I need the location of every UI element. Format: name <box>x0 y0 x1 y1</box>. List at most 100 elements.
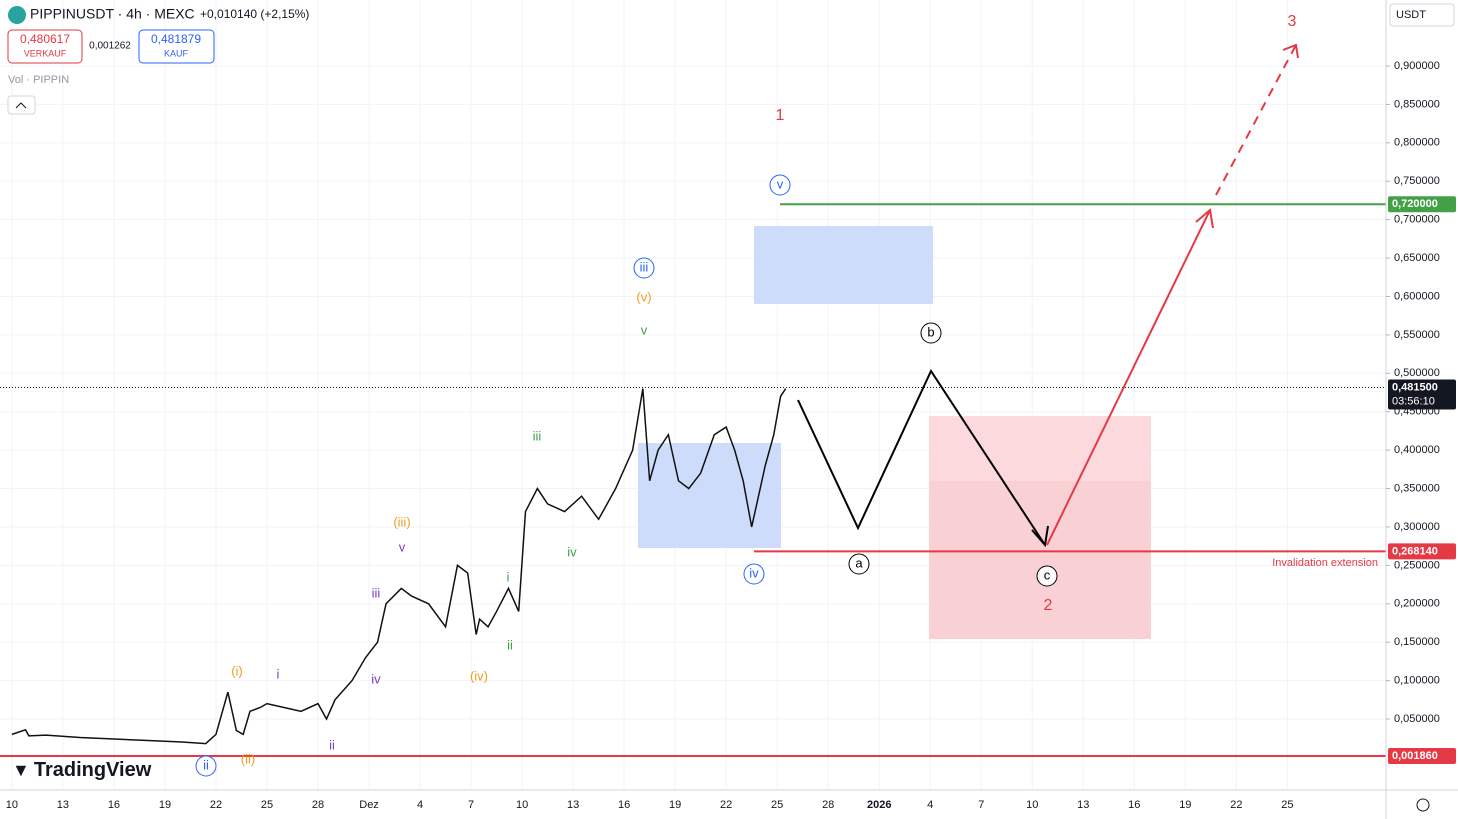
y-tick-label: 0,400000 <box>1394 444 1440 456</box>
wave-label: v <box>399 539 406 554</box>
x-tick-label: 16 <box>1128 799 1140 811</box>
symbol-icon <box>8 6 26 24</box>
x-tick-label: 25 <box>771 799 783 811</box>
y-tick-label: 0,050000 <box>1394 713 1440 725</box>
x-tick-label: 22 <box>720 799 732 811</box>
level-tag-label: 0,001860 <box>1392 750 1438 762</box>
collapse-button[interactable] <box>7 95 36 115</box>
wave-label: (iv) <box>470 668 488 683</box>
x-tick-label: 2026 <box>867 799 891 811</box>
x-tick-label: 25 <box>1281 799 1293 811</box>
wave-label: a <box>855 555 863 570</box>
currency-select[interactable] <box>1389 3 1455 27</box>
price-tags: 0,720000 0,268140 0,001860 0,481500 03:56:10 <box>1388 196 1456 764</box>
wave-label: (v) <box>636 289 651 304</box>
y-tick-label: 0,500000 <box>1394 367 1440 379</box>
symbol-title: PIPPINUSDT · 4h · MEXC <box>30 6 195 22</box>
x-tick-label: Dez <box>359 799 379 811</box>
x-tick-label: 7 <box>468 799 474 811</box>
wave-label: iv <box>567 544 577 559</box>
wave-label: (iii) <box>393 514 410 529</box>
wave-circle <box>769 174 791 196</box>
buy-label[interactable]: KAUF <box>164 48 189 58</box>
wave-circle <box>743 563 765 585</box>
wave-circle <box>1036 565 1058 587</box>
wave-circle <box>920 322 942 344</box>
y-tick-label: 0,800000 <box>1394 137 1440 149</box>
x-tick-label: 22 <box>210 799 222 811</box>
x-tick-label: 16 <box>618 799 630 811</box>
y-tick-label: 0,900000 <box>1394 60 1440 72</box>
zone <box>638 443 781 548</box>
arrow-head <box>1031 525 1049 548</box>
x-tick-label: 16 <box>108 799 120 811</box>
wave-label: (ii) <box>241 751 255 766</box>
projection <box>797 368 1046 546</box>
level-tag-label: 0,720000 <box>1392 198 1438 210</box>
y-tick-label: 0,750000 <box>1394 175 1440 187</box>
sell-button[interactable] <box>7 29 83 64</box>
wave-label: ii <box>507 637 513 652</box>
x-tick-label: 28 <box>822 799 834 811</box>
brand-text: TradingView <box>34 759 152 781</box>
wave-circle <box>195 755 217 777</box>
level-tag <box>1388 196 1456 213</box>
currency[interactable]: USDT <box>1396 9 1426 21</box>
x-tick-label: 10 <box>516 799 528 811</box>
y-tick-label: 0,650000 <box>1394 252 1440 264</box>
wave-label: i <box>507 569 510 584</box>
grid <box>0 0 1386 790</box>
sell-label[interactable]: VERKAUF <box>24 48 67 58</box>
buy-button[interactable] <box>138 29 215 64</box>
x-tick-label: 7 <box>978 799 984 811</box>
x-tick-label: 13 <box>567 799 579 811</box>
wave-label: iii <box>372 585 381 600</box>
x-tick-label: 10 <box>6 799 18 811</box>
countdown: 03:56:10 <box>1392 395 1435 407</box>
axes: 10 13 16 19 22 25 28 Dez 4 7 10 13 16 19 22 25 28 2026 4 7 1… <box>6 60 1440 811</box>
brand: ▼ TradingView <box>12 759 152 781</box>
wave-circle <box>633 257 655 279</box>
x-tick-label: 25 <box>261 799 273 811</box>
y-tick-label: 0,100000 <box>1394 675 1440 687</box>
wave-label: iv <box>749 565 759 580</box>
y-tick-label: 0,300000 <box>1394 521 1440 533</box>
x-tick-label: 19 <box>1179 799 1191 811</box>
y-tick-label: 0,250000 <box>1394 559 1440 571</box>
y-tick-label: 0,150000 <box>1394 636 1440 648</box>
arrow-head <box>1282 43 1299 59</box>
projection <box>1046 209 1211 546</box>
zone <box>754 226 933 304</box>
x-tick-label: 13 <box>1077 799 1089 811</box>
wave-label: 1 <box>776 107 785 124</box>
price-line <box>11 388 787 745</box>
plot <box>11 388 787 745</box>
change: +0,010140 (+2,15%) <box>200 7 309 21</box>
y-tick-label: 0,350000 <box>1394 482 1440 494</box>
sell-price[interactable]: 0,480617 <box>20 32 70 46</box>
wave-circle <box>848 553 870 575</box>
last-price-label: 0,481500 <box>1392 381 1438 393</box>
y-tick-label: 0,700000 <box>1394 214 1440 226</box>
annotation: Invalidation extension <box>1272 557 1378 569</box>
level-tag <box>1388 747 1456 764</box>
x-tick-label: 28 <box>312 799 324 811</box>
x-tick-label: 22 <box>1230 799 1242 811</box>
x-tick-label: 13 <box>57 799 69 811</box>
wave-label: iii <box>640 259 649 274</box>
buy-price[interactable]: 0,481879 <box>151 32 201 46</box>
wave-label: 2 <box>1044 597 1053 614</box>
volume-label: Vol · PIPPIN <box>8 74 69 86</box>
wave-labels: 1 v iii (v) v iii (iii) v iv i iii ii (i… <box>195 13 1297 777</box>
x-tick-label: 19 <box>669 799 681 811</box>
wave-label: (i) <box>231 663 243 678</box>
x-tick-label: 10 <box>1026 799 1038 811</box>
settings-icon[interactable] <box>1416 798 1430 812</box>
y-tick-label: 0,600000 <box>1394 290 1440 302</box>
wave-label: v <box>777 176 784 191</box>
zone <box>929 481 1151 639</box>
arrow-head <box>1195 208 1214 229</box>
chevron[interactable] <box>15 102 27 109</box>
x-tick-label: 19 <box>159 799 171 811</box>
